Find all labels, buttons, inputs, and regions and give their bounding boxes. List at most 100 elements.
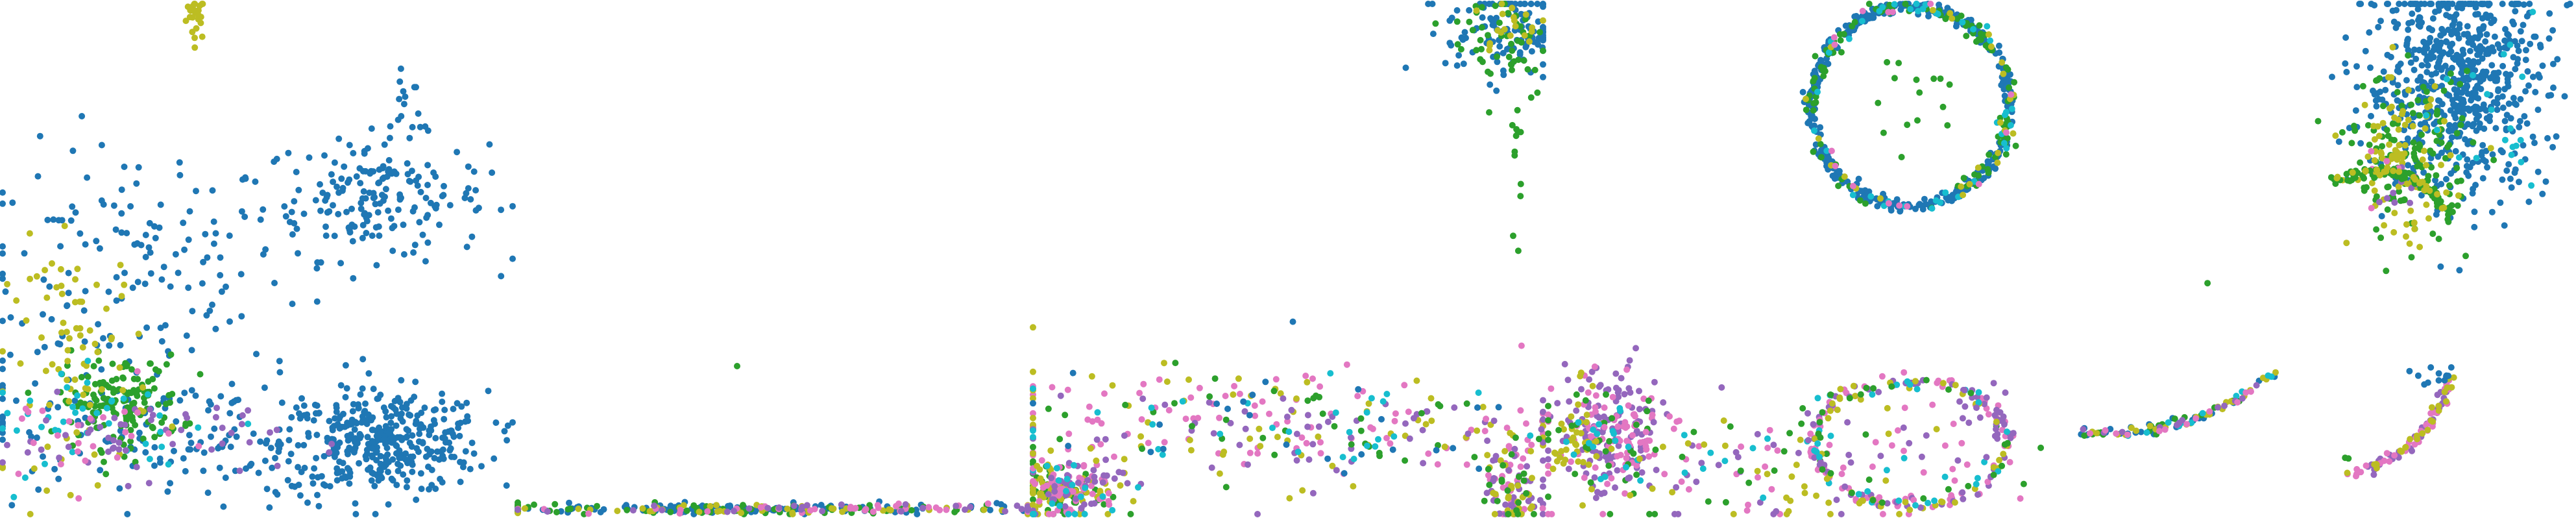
scatter-point xyxy=(1329,462,1336,469)
scatter-point xyxy=(503,482,510,489)
scatter-point xyxy=(2466,34,2473,42)
scatter-point xyxy=(1515,473,1522,480)
scatter-point xyxy=(2379,119,2387,127)
scatter-point xyxy=(417,470,424,477)
scatter-point xyxy=(1891,1,1898,8)
scatter-point xyxy=(197,19,204,27)
scatter-point xyxy=(266,504,273,511)
scatter-point xyxy=(65,290,72,297)
scatter-point xyxy=(1811,68,1818,75)
scatter-point xyxy=(2183,421,2191,428)
scatter-point xyxy=(2406,367,2413,375)
scatter-point xyxy=(468,233,476,240)
scatter-point xyxy=(385,501,392,508)
scatter-point xyxy=(2463,162,2470,169)
scatter-point xyxy=(1788,473,1795,480)
scatter-point xyxy=(377,429,384,436)
scatter-point xyxy=(202,230,209,238)
scatter-point xyxy=(2368,112,2374,119)
scatter-point xyxy=(56,454,63,462)
scatter-point xyxy=(2441,388,2448,395)
scatter-point xyxy=(2546,35,2553,42)
scatter-point xyxy=(2396,153,2402,160)
scatter-point xyxy=(2399,110,2405,117)
scatter-point xyxy=(395,206,402,214)
scatter-point xyxy=(1375,436,1381,443)
scatter-point xyxy=(1614,423,1622,430)
scatter-point xyxy=(106,342,113,349)
scatter-point xyxy=(1453,18,1461,25)
scatter-point xyxy=(1814,88,1821,95)
scatter-point xyxy=(156,455,164,462)
scatter-point xyxy=(1572,471,1579,478)
scatter-point xyxy=(79,344,86,351)
scatter-point xyxy=(182,468,189,475)
scatter-point xyxy=(2401,1,2408,7)
scatter-point xyxy=(1246,449,1254,456)
scatter-point xyxy=(359,356,367,363)
scatter-point xyxy=(63,328,70,336)
scatter-point xyxy=(1598,476,1604,482)
scatter-point xyxy=(133,180,140,187)
scatter-point xyxy=(1877,452,1884,460)
scatter-point xyxy=(1918,202,1925,209)
scatter-point xyxy=(385,207,392,214)
scatter-point xyxy=(112,226,119,233)
scatter-point xyxy=(1509,66,1515,73)
scatter-point xyxy=(2446,121,2453,129)
scatter-point xyxy=(1251,402,1258,409)
scatter-point xyxy=(424,239,431,246)
scatter-point xyxy=(342,393,349,401)
scatter-point xyxy=(1973,480,1980,487)
scatter-point xyxy=(2353,465,2361,473)
scatter-point xyxy=(131,241,138,248)
scatter-point xyxy=(117,262,124,269)
scatter-point xyxy=(1984,478,1991,486)
scatter-point xyxy=(23,317,30,324)
scatter-point xyxy=(1997,114,2004,121)
scatter-point xyxy=(108,334,115,341)
scatter-point xyxy=(2371,2,2378,9)
scatter-point xyxy=(2525,82,2532,89)
scatter-point xyxy=(1786,430,1793,437)
scatter-point xyxy=(1428,395,1435,402)
scatter-point xyxy=(1324,418,1331,425)
scatter-point xyxy=(1906,439,1913,447)
scatter-point xyxy=(2002,389,2009,396)
scatter-point xyxy=(2395,126,2402,133)
scatter-point xyxy=(441,182,447,190)
scatter-point xyxy=(1534,89,1541,96)
scatter-point xyxy=(1727,423,1734,430)
scatter-point xyxy=(1097,441,1104,448)
scatter-point xyxy=(0,317,6,325)
scatter-point xyxy=(1588,486,1595,493)
scatter-point xyxy=(2532,88,2539,95)
scatter-point xyxy=(2407,1,2414,7)
scatter-point xyxy=(1317,439,1324,446)
scatter-point xyxy=(2010,430,2017,437)
scatter-point xyxy=(1363,409,1370,416)
scatter-point xyxy=(144,391,151,398)
scatter-point xyxy=(365,370,372,377)
scatter-point xyxy=(2204,280,2211,287)
scatter-point xyxy=(1944,5,1951,12)
scatter-point xyxy=(2502,26,2509,32)
scatter-point xyxy=(1075,479,1082,486)
scatter-point xyxy=(1590,443,1597,450)
scatter-point xyxy=(58,370,65,377)
scatter-point xyxy=(228,380,236,388)
scatter-point xyxy=(1242,425,1249,432)
scatter-point xyxy=(2357,140,2364,147)
scatter-point xyxy=(1608,445,1615,452)
scatter-point xyxy=(1927,1,1934,7)
scatter-point xyxy=(2411,219,2418,226)
scatter-point xyxy=(1625,402,1632,409)
scatter-point xyxy=(388,413,395,420)
scatter-point xyxy=(2470,61,2477,68)
scatter-point xyxy=(1500,71,1507,79)
scatter-point xyxy=(1913,76,1920,83)
scatter-point xyxy=(509,419,516,426)
scatter-point xyxy=(1418,410,1425,417)
scatter-point xyxy=(1088,482,1095,489)
scatter-point xyxy=(2469,190,2476,197)
